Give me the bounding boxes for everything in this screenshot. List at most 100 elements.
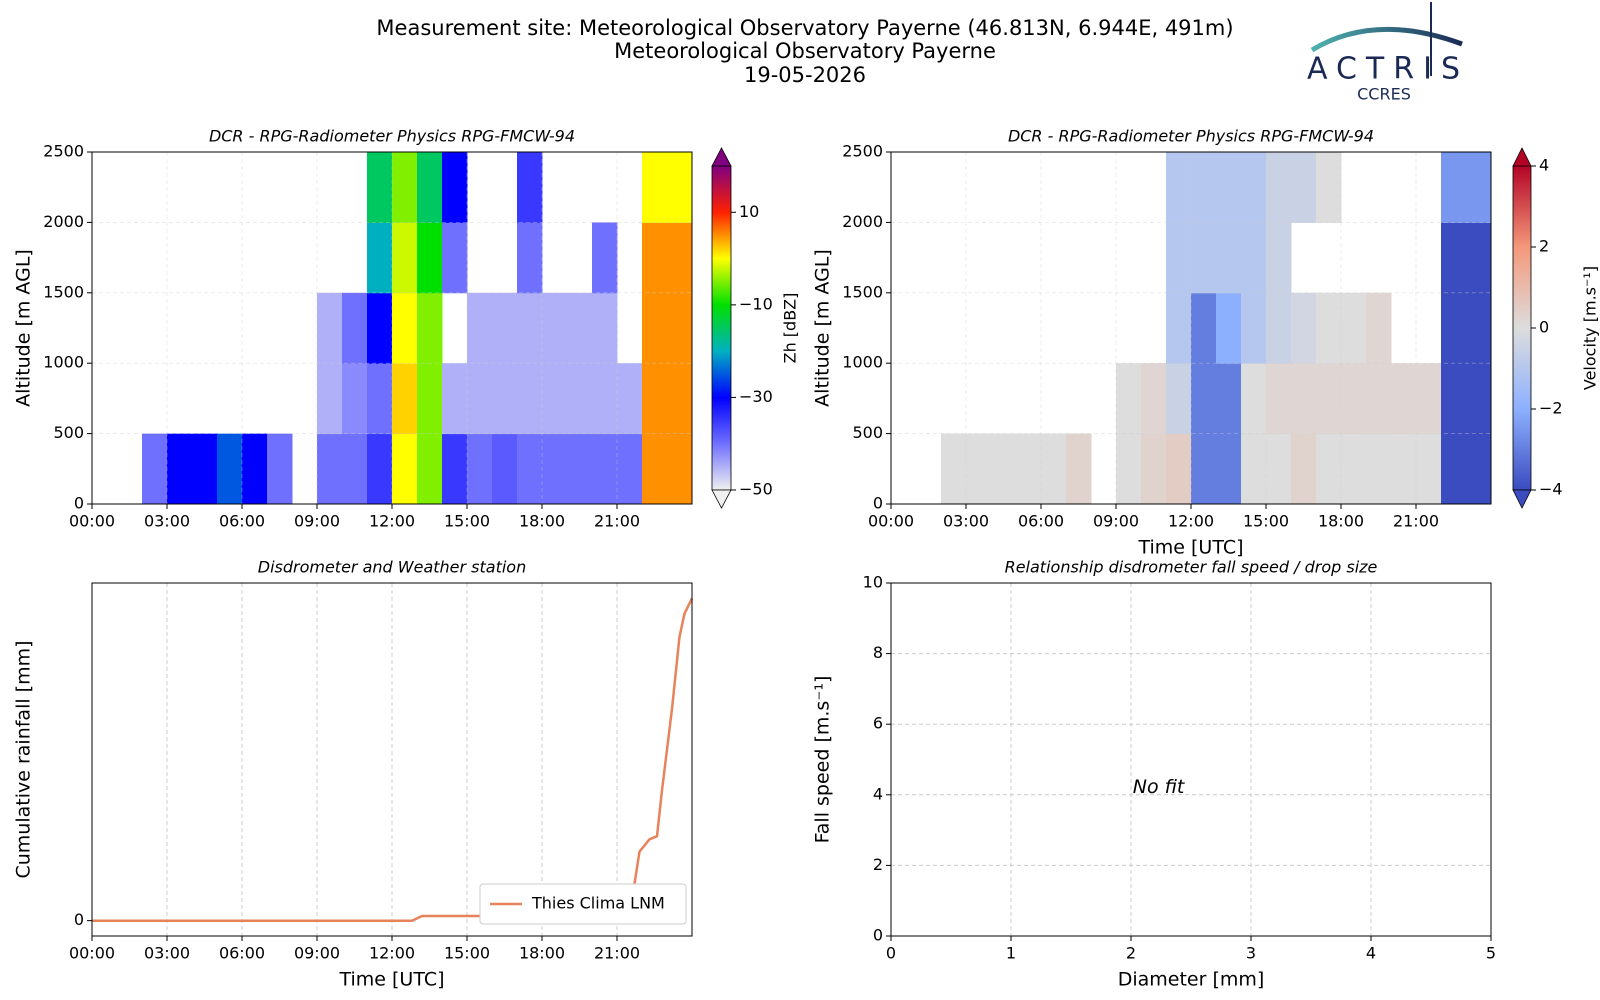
heatmap-cell (592, 222, 618, 294)
heatmap-cell (1216, 152, 1242, 223)
heatmap-cell (1441, 152, 1467, 223)
x-tick-label: 21:00 (594, 944, 640, 963)
panel-title: DCR - RPG-Radiometer Physics RPG-FMCW-94 (1008, 127, 1374, 146)
heatmap-cell (467, 433, 493, 505)
heatmap-cell (1141, 433, 1167, 505)
heatmap-cell (417, 292, 443, 364)
x-tick-label: 5 (1486, 944, 1496, 963)
heatmap-cell (342, 292, 368, 364)
heatmap-cell (1466, 222, 1492, 294)
x-tick-label: 0 (886, 944, 896, 963)
plot-frame (890, 151, 1492, 505)
x-tick-label: 12:00 (1168, 512, 1214, 531)
heatmap-cell (1166, 292, 1192, 364)
heatmap-cell (1441, 292, 1467, 364)
heatmap-cell (1166, 222, 1192, 294)
heatmap-cell (367, 433, 393, 505)
heatmap-cell (667, 433, 693, 505)
legend-label: Thies Clima LNM (531, 894, 665, 913)
heatmap-cell (517, 292, 543, 364)
heatmap-cell (367, 292, 393, 364)
heatmap-cell (1316, 292, 1342, 364)
x-tick-label: 15:00 (444, 944, 490, 963)
heatmap-cell (1241, 292, 1267, 364)
x-axis-label: Diameter [mm] (1118, 969, 1265, 991)
header-title: Measurement site: Meteorological Observa… (376, 16, 1233, 40)
heatmap-cell (192, 433, 218, 505)
heatmap-cell (1366, 292, 1392, 364)
colorbar (1512, 165, 1532, 491)
y-axis-label: Altitude [m AGL] (812, 249, 834, 407)
colorbar-tick-label: −10 (739, 294, 773, 313)
heatmap-cell (1291, 433, 1317, 505)
y-tick-label: 0 (74, 494, 84, 513)
colorbar-tick-label: −50 (739, 480, 773, 499)
y-tick-label: 6 (873, 714, 883, 733)
heatmap-cell (966, 433, 992, 505)
heatmap-cell (417, 222, 443, 294)
x-axis-label: Time [UTC] (1137, 537, 1243, 559)
x-tick-label: 06:00 (219, 944, 265, 963)
heatmap-cell (1191, 363, 1217, 435)
heatmap-cell (1191, 222, 1217, 294)
heatmap-cell (542, 363, 568, 435)
x-tick-label: 21:00 (594, 512, 640, 531)
logo-subtitle: CCRES (1357, 85, 1411, 104)
logo-arc (1310, 26, 1463, 53)
heatmap-cell (642, 292, 668, 364)
heatmap-cell (1266, 363, 1292, 435)
x-tick-label: 09:00 (294, 512, 340, 531)
plot-frame (91, 151, 693, 505)
y-tick-label: 0 (74, 910, 84, 929)
legend-box (479, 883, 687, 925)
heatmap-cell (142, 433, 168, 505)
y-axis-label: Altitude [m AGL] (13, 249, 35, 407)
y-tick-label: 1000 (842, 353, 883, 372)
y-tick-label: 0 (873, 926, 883, 945)
heatmap-cell (1366, 363, 1392, 435)
heatmap-cell (1391, 363, 1417, 435)
heatmap-cell (1241, 363, 1267, 435)
colorbar-label: Zh [dBZ] (781, 293, 800, 364)
y-tick-label: 2 (873, 855, 883, 874)
y-tick-label: 500 (53, 423, 84, 442)
heatmap-cell (1116, 433, 1142, 505)
heatmap-cell (317, 363, 343, 435)
heatmap-cell (1266, 222, 1292, 294)
colorbar-tick-label: 10 (739, 202, 759, 221)
heatmap-cell (417, 152, 443, 223)
heatmap-cell (1116, 363, 1142, 435)
heatmap-cell (1316, 433, 1342, 505)
heatmap-cell (1266, 152, 1292, 223)
x-tick-label: 03:00 (144, 512, 190, 531)
heatmap-cell (1466, 433, 1492, 505)
heatmap-cell (1416, 433, 1442, 505)
heatmap-cell (442, 152, 468, 223)
heatmap-cell (267, 433, 293, 505)
heatmap-cell (667, 292, 693, 364)
heatmap-cell (667, 222, 693, 294)
heatmap-cell (592, 292, 618, 364)
y-tick-label: 2500 (842, 142, 883, 161)
heatmap-cell (517, 363, 543, 435)
x-tick-label: 06:00 (219, 512, 265, 531)
y-axis-label: Cumulative rainfall [mm] (13, 640, 35, 878)
x-tick-label: 2 (1126, 944, 1136, 963)
heatmap-cell (417, 433, 443, 505)
heatmap-cell (1316, 152, 1342, 223)
heatmap-cell (1166, 433, 1192, 505)
y-axis-label: Fall speed [m.s⁻¹] (812, 676, 834, 844)
heatmap-cell (1441, 363, 1467, 435)
heatmap-cell (1291, 152, 1317, 223)
colorbar-label: Velocity [m.s⁻¹] (1581, 266, 1600, 390)
heatmap-cell (392, 363, 418, 435)
x-tick-label: 00:00 (69, 512, 115, 531)
logo: ACTRIS CCRES (1307, 2, 1463, 104)
x-tick-label: 15:00 (444, 512, 490, 531)
heatmap-cell (1241, 222, 1267, 294)
heatmap-cell (667, 152, 693, 223)
heatmap-cell (1466, 363, 1492, 435)
heatmap-cell (1191, 292, 1217, 364)
heatmap-cell (1266, 433, 1292, 505)
